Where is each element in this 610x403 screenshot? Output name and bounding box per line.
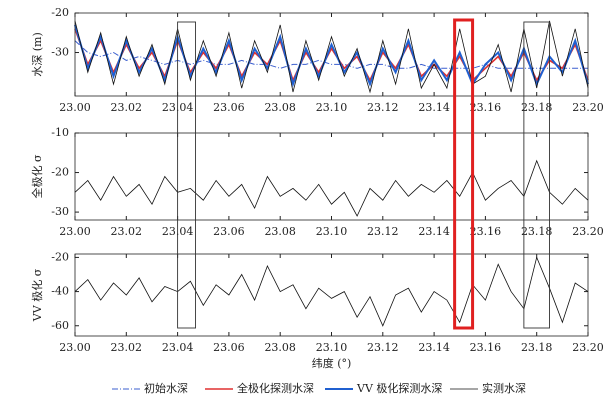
x-tick-label: 23.20 xyxy=(572,341,604,354)
x-tick-label: 23.18 xyxy=(521,225,553,238)
plot-frame xyxy=(74,12,589,97)
x-tick-label: 23.18 xyxy=(521,101,553,114)
x-tick-label: 23.10 xyxy=(316,101,348,114)
x-tick-label: 23.16 xyxy=(470,225,502,238)
x-tick-label: 23.02 xyxy=(111,225,143,238)
x-tick-label: 23.00 xyxy=(59,101,91,114)
x-tick-label: 23.14 xyxy=(418,341,450,354)
highlight-box xyxy=(177,21,197,329)
y-tick-label: -60 xyxy=(51,319,69,332)
x-tick-label: 23.20 xyxy=(572,225,604,238)
x-tick-label: 23.00 xyxy=(59,341,91,354)
series-line xyxy=(74,40,588,69)
y-tick-label: -20 xyxy=(51,250,69,263)
plot-frame xyxy=(74,253,589,337)
y-tick-label: -40 xyxy=(51,285,69,298)
x-tick-label: 23.20 xyxy=(572,101,604,114)
x-tick-label: 23.12 xyxy=(367,341,399,354)
y-tick-label: -10 xyxy=(51,126,69,139)
x-tick-label: 23.14 xyxy=(418,225,450,238)
y-axis-label: 全极化 σ xyxy=(30,154,44,198)
x-tick-label: 23.02 xyxy=(111,101,143,114)
highlight-box xyxy=(523,21,550,329)
highlight-box xyxy=(453,18,475,330)
x-tick-label: 23.08 xyxy=(264,101,296,114)
x-tick-label: 23.08 xyxy=(264,341,296,354)
x-tick-label: 23.12 xyxy=(367,225,399,238)
series-line xyxy=(74,159,589,217)
x-axis-label: 纬度 (°) xyxy=(312,356,352,370)
x-tick-label: 23.12 xyxy=(367,101,399,114)
x-tick-label: 23.02 xyxy=(111,341,143,354)
series-line xyxy=(74,20,589,94)
legend-label: 初始水深 xyxy=(144,381,188,395)
x-tick-label: 23.16 xyxy=(470,101,502,114)
x-tick-label: 23.10 xyxy=(316,341,348,354)
x-tick-label: 23.18 xyxy=(521,341,553,354)
x-tick-label: 23.06 xyxy=(213,225,245,238)
series-line xyxy=(74,256,589,327)
y-axis-label: VV 极化 σ xyxy=(30,268,44,322)
y-tick-label: -20 xyxy=(51,6,69,19)
y-tick-label: -20 xyxy=(51,166,69,179)
x-tick-label: 23.14 xyxy=(418,101,450,114)
x-tick-label: 23.04 xyxy=(162,341,194,354)
x-tick-label: 23.06 xyxy=(213,101,245,114)
legend-label: 全极化探测水深 xyxy=(237,381,314,395)
legend-label: VV 极化探测水深 xyxy=(356,381,442,395)
x-tick-label: 23.06 xyxy=(213,341,245,354)
y-tick-label: -30 xyxy=(51,46,69,59)
y-tick-label: -30 xyxy=(51,205,69,218)
x-tick-label: 23.08 xyxy=(264,225,296,238)
legend-label: 实测水深 xyxy=(482,381,526,395)
x-tick-label: 23.00 xyxy=(59,225,91,238)
x-tick-label: 23.10 xyxy=(316,225,348,238)
x-tick-label: 23.16 xyxy=(470,341,502,354)
plot-frame xyxy=(74,132,589,221)
y-axis-label: 水深 (m) xyxy=(31,32,44,77)
